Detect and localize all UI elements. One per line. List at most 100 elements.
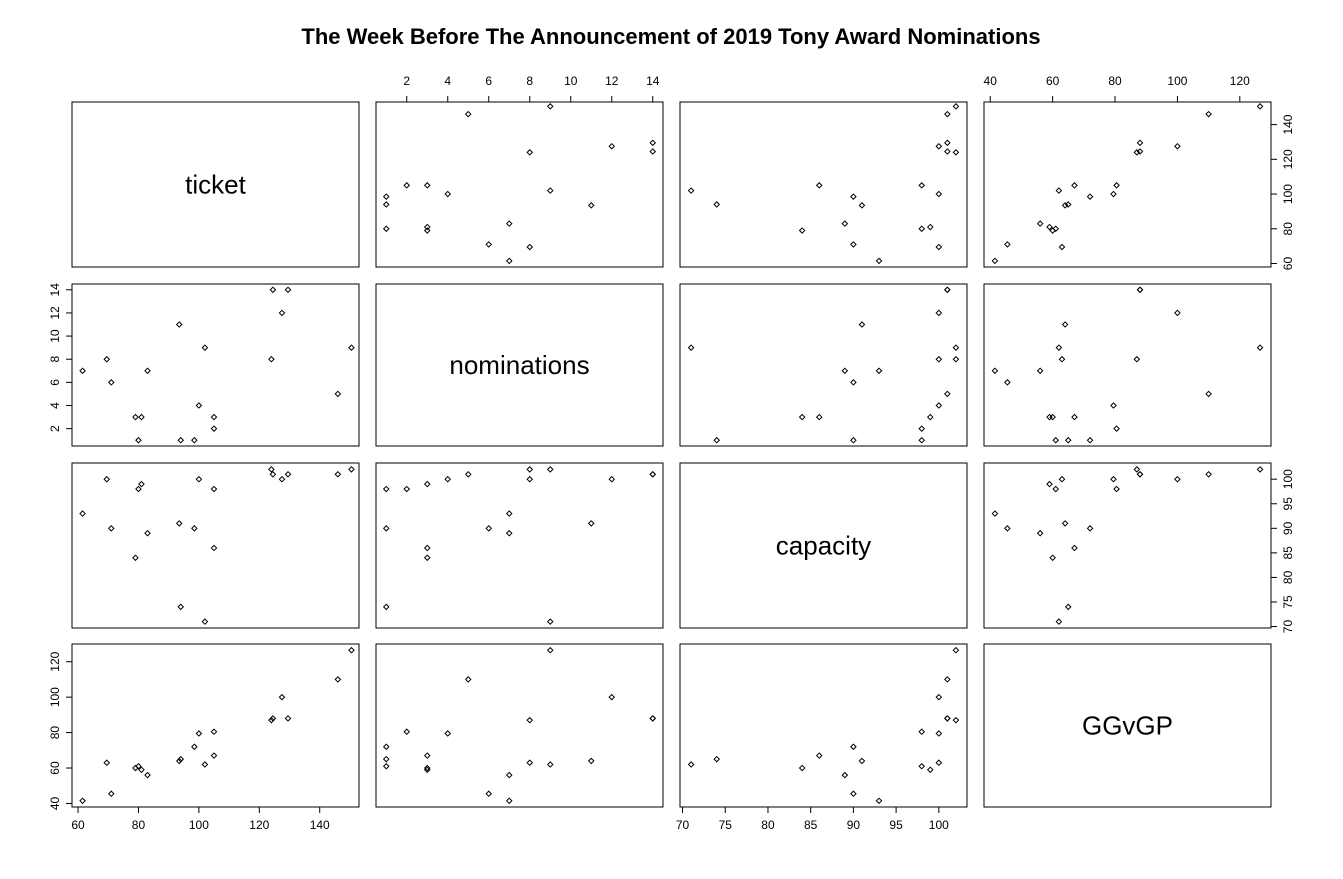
data-point [1055, 618, 1063, 625]
data-point [944, 390, 951, 398]
y-axis-ticket: 60 80 100 120 140 [1270, 114, 1295, 271]
data-point [382, 193, 390, 200]
data-point [103, 759, 111, 767]
data-point [526, 466, 534, 473]
data-point [850, 193, 857, 200]
data-point [1004, 379, 1011, 386]
data-point [195, 475, 203, 483]
data-point [798, 227, 806, 234]
data-point [1058, 475, 1066, 483]
data-point [926, 413, 934, 421]
panel-ticket-vs-nominations [375, 101, 664, 268]
data-point [403, 485, 411, 493]
data-point [858, 202, 866, 209]
data-point [144, 367, 151, 375]
data-point [944, 676, 951, 683]
data-point [944, 286, 951, 294]
data-point [403, 728, 411, 736]
data-point [546, 103, 554, 110]
data-point [875, 797, 883, 805]
tick-label: 80 [1281, 570, 1295, 584]
data-point [382, 603, 390, 611]
data-point [1036, 367, 1044, 375]
data-point [278, 693, 286, 701]
data-point [713, 436, 721, 444]
panel-capacity-vs-ticket [71, 462, 360, 629]
data-point [935, 243, 943, 251]
tick-label: 100 [1281, 469, 1295, 489]
data-point [926, 766, 934, 774]
data-point [1052, 225, 1060, 233]
panel-frame [983, 101, 1272, 268]
data-point [952, 103, 960, 110]
data-point [918, 225, 926, 233]
data-point [526, 475, 534, 483]
data-point [918, 436, 926, 444]
data-point [798, 413, 806, 421]
panel-nominations-vs-ticket [71, 283, 360, 447]
data-point [1136, 470, 1144, 478]
data-point [1136, 286, 1144, 294]
data-point [649, 715, 657, 722]
data-point [798, 764, 806, 772]
data-point [952, 149, 960, 156]
tick-label: 8 [48, 356, 62, 363]
data-point [1113, 182, 1120, 189]
data-point [1061, 202, 1069, 209]
data-point [687, 761, 695, 768]
data-point [1133, 149, 1141, 156]
tick-label: 90 [1281, 521, 1295, 535]
data-point [687, 187, 695, 194]
panel-frame [71, 462, 360, 629]
data-point [268, 716, 275, 724]
data-point [546, 761, 554, 768]
panel-frame [71, 643, 360, 808]
panel-nominations-vs-capacity [679, 283, 968, 447]
data-point [191, 743, 198, 751]
data-point [444, 190, 452, 198]
data-point [815, 752, 823, 759]
data-point [926, 223, 934, 231]
data-point [1061, 520, 1069, 527]
data-point [608, 693, 616, 701]
data-point [1136, 139, 1144, 147]
data-point [952, 355, 960, 363]
panel-GGvGP-vs-GGvGP: GGvGP [983, 643, 1272, 808]
panel-GGvGP-vs-capacity [679, 643, 968, 808]
data-point [546, 646, 554, 654]
data-point [850, 743, 857, 751]
tick-label: 100 [189, 818, 209, 832]
x-axis-ticket: 60 80 100 120 140 [71, 806, 330, 832]
data-point [850, 379, 857, 386]
data-point [991, 257, 999, 265]
tick-label: 2 [48, 425, 62, 432]
data-point [348, 646, 355, 654]
data-point [1046, 480, 1053, 488]
tick-label: 60 [71, 818, 85, 832]
data-point [649, 139, 657, 147]
tick-label: 14 [48, 283, 62, 297]
tick-label: 4 [48, 402, 62, 409]
data-point [1110, 402, 1117, 409]
data-point [918, 425, 926, 432]
tick-label: 70 [1281, 620, 1295, 634]
data-point [649, 470, 657, 478]
tick-label: 100 [929, 818, 949, 832]
data-point [1058, 243, 1066, 251]
data-point [587, 757, 595, 765]
data-point [935, 730, 943, 737]
panel-GGvGP-vs-nominations [375, 643, 664, 808]
tick-label: 85 [804, 818, 818, 832]
tick-label: 60 [1281, 257, 1295, 271]
data-point [1136, 286, 1144, 294]
panel-ticket-vs-ticket: ticket [71, 101, 360, 268]
panel-ticket-vs-GGvGP [983, 101, 1272, 268]
data-point [348, 344, 355, 351]
data-point [423, 554, 431, 562]
tick-label: 14 [646, 74, 660, 88]
data-point [268, 355, 275, 363]
data-point [269, 715, 277, 722]
tick-label: 6 [48, 379, 62, 386]
panel-frame [983, 643, 1272, 808]
